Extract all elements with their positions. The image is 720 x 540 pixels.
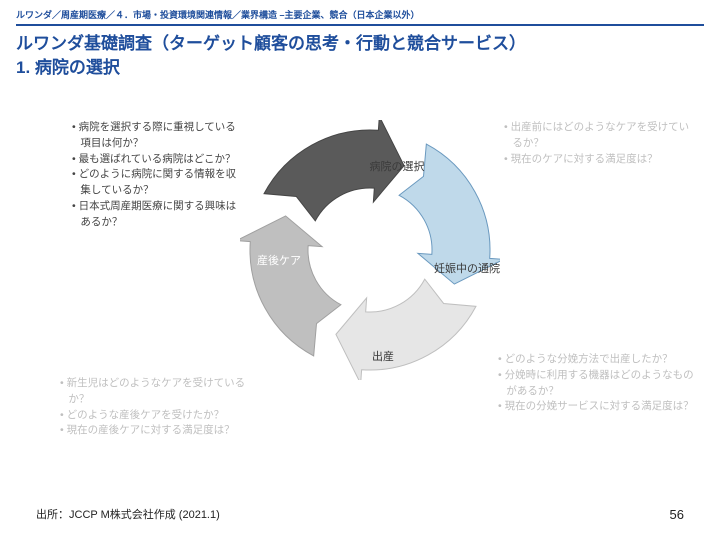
bullet-item: どのような分娩方法で出産したか？ bbox=[498, 352, 694, 368]
cycle-segment bbox=[240, 216, 341, 356]
breadcrumb: ルワンダ／周産期医療／４．市場・投資環境関連情報／業界構造 –主要企業、競合（日… bbox=[16, 8, 420, 21]
bullet-item: どのような産後ケアを受けたか？ bbox=[60, 408, 250, 424]
title-rule bbox=[16, 24, 704, 26]
page-number: 56 bbox=[670, 507, 684, 522]
bullet-item: 分娩時に利用する機器はどのようなものがあるか？ bbox=[498, 368, 694, 400]
bullet-item: どのように病院に関する情報を収集しているか？ bbox=[72, 167, 240, 199]
cycle-diagram: 病院の選択妊娠中の通院出産産後ケア bbox=[240, 120, 500, 380]
bullet-item: 最も選ばれている病院はどこか？ bbox=[72, 152, 240, 168]
bullet-item: 日本式周産期医療に関する興味はあるか？ bbox=[72, 199, 240, 231]
bullet-item: 現在のケアに対する満足度は？ bbox=[504, 152, 694, 168]
cycle-segment bbox=[399, 144, 500, 284]
bullet-item: 病院を選択する際に重視している項目は何か？ bbox=[72, 120, 240, 152]
bullets-bl: 新生児はどのようなケアを受けているか？どのような産後ケアを受けたか？現在の産後ケ… bbox=[60, 376, 250, 439]
cycle-segment bbox=[336, 279, 476, 380]
bullets-tr: 出産前にはどのようなケアを受けているか？現在のケアに対する満足度は？ bbox=[504, 120, 694, 167]
bullet-item: 現在の分娩サービスに対する満足度は？ bbox=[498, 399, 694, 415]
title-line2: 1. 病院の選択 bbox=[16, 58, 120, 77]
source-text: 出所：JCCP M株式会社作成 (2021.1) bbox=[36, 506, 220, 522]
bullet-item: 現在の産後ケアに対する満足度は？ bbox=[60, 423, 250, 439]
bullets-tl: 病院を選択する際に重視している項目は何か？最も選ばれている病院はどこか？どのよう… bbox=[72, 120, 240, 230]
bullets-br: どのような分娩方法で出産したか？分娩時に利用する機器はどのようなものがあるか？現… bbox=[498, 352, 694, 415]
title-block: ルワンダ基礎調査（ターゲット顧客の思考・行動と競合サービス） 1. 病院の選択 bbox=[16, 24, 704, 80]
bullet-item: 出産前にはどのようなケアを受けているか？ bbox=[504, 120, 694, 152]
page-title: ルワンダ基礎調査（ターゲット顧客の思考・行動と競合サービス） 1. 病院の選択 bbox=[16, 32, 704, 80]
bullet-item: 新生児はどのようなケアを受けているか？ bbox=[60, 376, 250, 408]
title-line1: ルワンダ基礎調査（ターゲット顧客の思考・行動と競合サービス） bbox=[16, 34, 526, 53]
cycle-segment bbox=[264, 120, 404, 221]
